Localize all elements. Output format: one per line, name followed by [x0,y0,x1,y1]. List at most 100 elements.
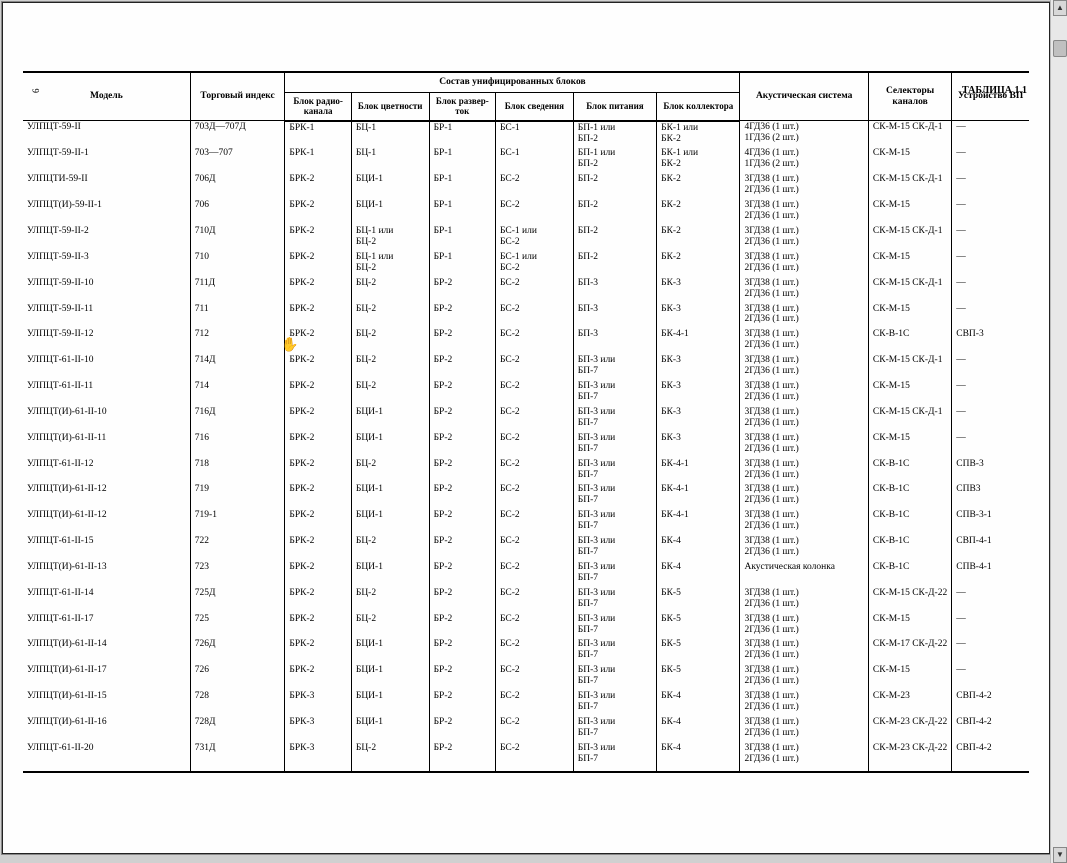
cell-bk: БК-4-1 [657,481,740,507]
cell-bk: БК-2 [657,249,740,275]
cell-bs: БС-2 [496,688,574,714]
cell-bs: БС-2 [496,456,574,482]
cell-br: БР-1 [429,197,495,223]
cell-idx: 719-1 [190,507,285,533]
cell-model: УЛПЦТ(И)-61-II-12 [23,481,190,507]
cell-idx: 716Д [190,404,285,430]
cell-brk: БРК-3 [285,714,351,740]
cell-model: УЛПЦТ-61-II-14 [23,585,190,611]
cell-bp: БП-3 [573,275,656,301]
cell-ak: 3ГД38 (1 шт.)2ГД36 (1 шт.) [740,714,868,740]
cell-vp: СВП-3 [952,326,1029,352]
vertical-scrollbar[interactable]: ▲ ▼ [1050,0,1067,863]
cell-idx: 703—707 [190,145,285,171]
cell-sk: СК-М-23 СК-Д-22 [868,740,951,772]
table-head: Модель Торговый индекс Состав унифициров… [23,72,1029,121]
cell-bc: БЦИ-1 [351,481,429,507]
cell-vp: — [952,275,1029,301]
cell-brk: БРК-2 [285,223,351,249]
cell-bk: БК-1 илиБК-2 [657,145,740,171]
cell-br: БР-2 [429,636,495,662]
cell-idx: 711 [190,301,285,327]
cell-bc: БЦ-2 [351,585,429,611]
cell-ak: 3ГД38 (1 шт.)2ГД36 (1 шт.) [740,223,868,249]
cell-bk: БК-3 [657,301,740,327]
cell-sk: СК-М-23 СК-Д-22 [868,714,951,740]
cell-bc: БЦИ-1 [351,662,429,688]
cell-bp: БП-1 илиБП-2 [573,145,656,171]
th-selectors: Селекторы каналов [868,72,951,121]
cell-bp: БП-2 [573,249,656,275]
cell-brk: БРК-2 [285,275,351,301]
cell-bc: БЦ-2 [351,275,429,301]
cell-bk: БК-2 [657,171,740,197]
scrollbar-thumb[interactable] [1053,40,1067,57]
cell-brk: БРК-2 [285,507,351,533]
table-row: УЛПЦТИ-59-II706ДБРК-2БЦИ-1БР-1БС-2БП-2БК… [23,171,1029,197]
cell-bk: БК-4-1 [657,507,740,533]
table-row: УЛПЦТ-61-II-17725БРК-2БЦ-2БР-2БС-2БП-3 и… [23,611,1029,637]
cell-ak: 3ГД38 (1 шт.)2ГД36 (1 шт.) [740,197,868,223]
cell-vp: СПВ-4-1 [952,559,1029,585]
cell-model: УЛПЦТ-61-II-15 [23,533,190,559]
cell-vp: СВП-4-2 [952,740,1029,772]
cell-bp: БП-3 илиБП-7 [573,404,656,430]
table-row: УЛПЦТ(И)-61-II-12719-1БРК-2БЦИ-1БР-2БС-2… [23,507,1029,533]
cell-bs: БС-2 [496,611,574,637]
cell-bp: БП-3 илиБП-7 [573,611,656,637]
cell-br: БР-2 [429,275,495,301]
cell-br: БР-2 [429,714,495,740]
table-container: Модель Торговый индекс Состав унифициров… [23,71,1029,773]
cell-bc: БЦИ-1 [351,197,429,223]
cell-sk: СК-М-15 [868,611,951,637]
cell-ak: 3ГД38 (1 шт.)2ГД36 (1 шт.) [740,404,868,430]
cell-vp: — [952,662,1029,688]
cell-bk: БК-2 [657,197,740,223]
cell-br: БР-2 [429,611,495,637]
cell-ak: 3ГД38 (1 шт.)2ГД36 (1 шт.) [740,636,868,662]
th-bp: Блок питания [573,92,656,120]
cell-br: БР-1 [429,249,495,275]
cell-brk: БРК-2 [285,662,351,688]
cell-idx: 726 [190,662,285,688]
cell-bs: БС-2 [496,662,574,688]
cell-bk: БК-4 [657,714,740,740]
cell-sk: СК-М-15 СК-Д-1 [868,275,951,301]
cell-sk: СК-М-17 СК-Д-22 [868,636,951,662]
cell-model: УЛПЦТ-59-II-12 [23,326,190,352]
scroll-down-arrow-icon[interactable]: ▼ [1053,847,1067,863]
cell-model: УЛПЦТ(И)-61-II-14 [23,636,190,662]
scroll-up-arrow-icon[interactable]: ▲ [1053,0,1067,16]
cell-bp: БП-3 илиБП-7 [573,740,656,772]
cell-bp: БП-3 илиБП-7 [573,507,656,533]
cell-bs: БС-2 [496,404,574,430]
cell-bk: БК-4-1 [657,326,740,352]
cell-idx: 710Д [190,223,285,249]
cell-vp: — [952,404,1029,430]
cell-bs: БС-1 [496,121,574,146]
cell-ak: 4ГД36 (1 шт.)1ГД36 (2 шт.) [740,145,868,171]
cell-bp: БП-2 [573,171,656,197]
cell-idx: 706Д [190,171,285,197]
table-row: УЛПЦТ-59-II703Д—707ДБРК-1БЦ-1БР-1БС-1БП-… [23,121,1029,146]
cell-idx: 723 [190,559,285,585]
cell-bs: БС-2 [496,352,574,378]
cell-bp: БП-3 илиБП-7 [573,662,656,688]
cell-bs: БС-1 [496,145,574,171]
table-row: УЛПЦТ(И)-61-II-14726ДБРК-2БЦИ-1БР-2БС-2Б… [23,636,1029,662]
cell-bc: БЦ-2 [351,740,429,772]
cell-sk: СК-В-1С [868,507,951,533]
cell-model: УЛПЦТ-59-II-11 [23,301,190,327]
cell-sk: СК-М-23 [868,688,951,714]
cell-bp: БП-3 илиБП-7 [573,585,656,611]
cell-bk: БК-5 [657,636,740,662]
th-bk: Блок коллектора [657,92,740,120]
cell-ak: 3ГД38 (1 шт.)2ГД36 (1 шт.) [740,249,868,275]
cell-ak: 3ГД38 (1 шт.)2ГД36 (1 шт.) [740,507,868,533]
cell-bp: БП-3 илиБП-7 [573,714,656,740]
cell-vp: — [952,636,1029,662]
table-row: УЛПЦТ-61-II-14725ДБРК-2БЦ-2БР-2БС-2БП-3 … [23,585,1029,611]
cell-bc: БЦИ-1 [351,559,429,585]
table-row: УЛПЦТ(И)-61-II-16728ДБРК-3БЦИ-1БР-2БС-2Б… [23,714,1029,740]
cell-bs: БС-2 [496,378,574,404]
